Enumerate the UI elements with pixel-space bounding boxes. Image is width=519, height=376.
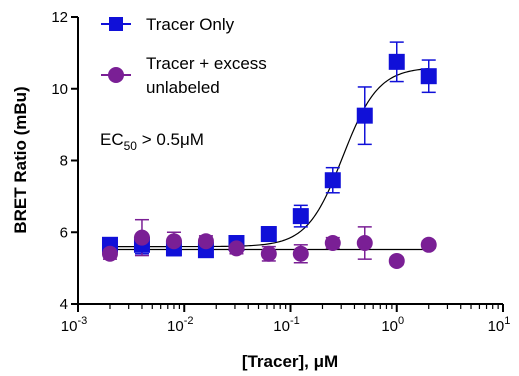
data-markers <box>101 53 437 269</box>
ec50-annotation: EC50 > 0.5μM <box>100 130 204 153</box>
data-point-tracer-only <box>324 172 341 189</box>
x-tick-label: 100 <box>381 315 404 335</box>
data-point-tracer-excess <box>324 235 341 252</box>
x-axis-title: [Tracer], μM <box>242 352 338 371</box>
x-axis-ticks: 10-3 10-2 10-1 100 101 <box>61 304 511 335</box>
data-point-tracer-excess <box>420 236 437 253</box>
data-point-tracer-excess <box>388 252 405 269</box>
data-point-tracer-excess <box>101 245 118 262</box>
data-point-tracer-excess <box>260 245 277 262</box>
y-tick-label: 10 <box>51 81 68 98</box>
data-point-tracer-excess <box>228 240 245 257</box>
data-point-tracer-only <box>388 53 405 70</box>
fit-curve <box>109 68 429 248</box>
data-point-tracer-excess <box>197 233 214 250</box>
y-tick-label: 4 <box>60 296 68 313</box>
data-point-tracer-only <box>356 107 373 124</box>
y-tick-label: 6 <box>60 224 68 241</box>
data-point-tracer-excess <box>133 229 150 246</box>
legend: Tracer Only Tracer + excess unlabeled <box>101 15 267 97</box>
data-point-tracer-only <box>260 226 277 243</box>
legend-square-marker <box>109 17 123 31</box>
y-tick-label: 8 <box>60 153 68 170</box>
x-tick-label: 10-3 <box>61 315 87 335</box>
x-tick-label: 101 <box>488 315 511 335</box>
legend-circle-marker <box>108 67 124 83</box>
legend-label-tracer-excess-line1: Tracer + excess <box>146 54 267 73</box>
x-tick-label: 10-2 <box>167 315 193 335</box>
legend-label-tracer-excess-line2: unlabeled <box>146 78 220 97</box>
data-point-tracer-only <box>292 208 309 225</box>
data-point-tracer-excess <box>165 233 182 250</box>
legend-label-tracer-only: Tracer Only <box>146 15 235 34</box>
y-tick-label: 12 <box>51 9 68 26</box>
y-axis-ticks: 4 6 8 10 12 <box>51 9 78 313</box>
data-point-tracer-excess <box>356 235 373 252</box>
x-tick-label: 10-1 <box>273 315 299 335</box>
y-axis-title: BRET Ratio (mBu) <box>11 86 30 233</box>
data-point-tracer-excess <box>292 245 309 262</box>
data-point-tracer-only <box>420 68 437 85</box>
